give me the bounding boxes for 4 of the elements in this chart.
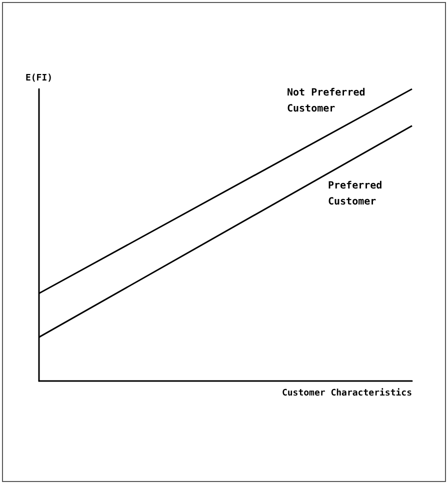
series-label: Preferred Customer — [328, 180, 388, 208]
y-axis-title: E(FI) — [25, 74, 53, 84]
x-axis-title: Customer Characteristics — [282, 388, 412, 398]
series-label: Not Preferred Customer — [287, 88, 372, 114]
